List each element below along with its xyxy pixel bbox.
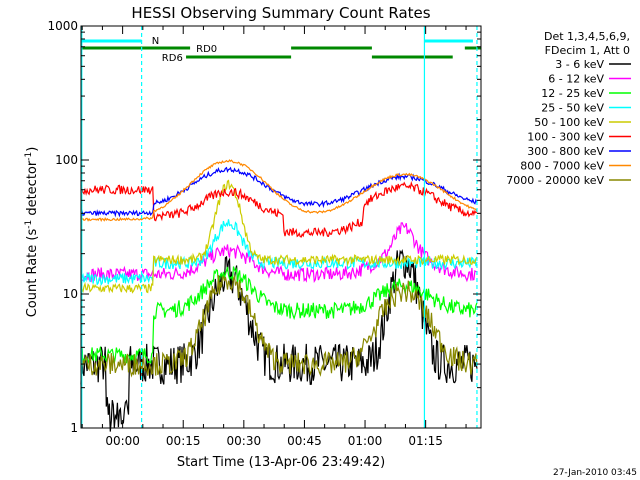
annotation-label-n: N bbox=[152, 36, 159, 47]
y-tick-label-4: 1000 bbox=[47, 19, 78, 33]
y-axis-label-sup1: -1 bbox=[24, 220, 34, 229]
x-tick-label-2: 00:15 bbox=[166, 434, 201, 448]
x-axis-label: Start Time (13-Apr-06 23:49:42) bbox=[177, 455, 385, 470]
y-axis-label-mid: detector bbox=[25, 160, 40, 220]
plot-frame bbox=[80, 25, 482, 429]
y-tick-label-1: 1 bbox=[70, 421, 78, 435]
legend-label-8: 800 - 7000 keV bbox=[520, 160, 604, 173]
series-line-8 bbox=[80, 159, 478, 222]
y-axis-label-main: Count Rate (s bbox=[25, 229, 40, 318]
legend: Det 1,3,4,5,6,9, FDecim 1, Att 0 3 - 6 k… bbox=[506, 30, 631, 187]
x-tick-label-1: 00:00 bbox=[105, 434, 140, 448]
legend-header-line-1: Det 1,3,4,5,6,9, bbox=[544, 30, 630, 43]
series-line-2 bbox=[80, 222, 478, 284]
series-line-3 bbox=[80, 266, 478, 365]
annotation-label-rd0: RD0 bbox=[196, 44, 217, 55]
x-tick-label-4: 00:45 bbox=[287, 434, 322, 448]
legend-label-6: 100 - 300 keV bbox=[527, 131, 604, 144]
legend-label-4: 25 - 50 keV bbox=[541, 102, 604, 115]
x-tick-label-5: 01:00 bbox=[348, 434, 383, 448]
y-axis-label: Count Rate (s-1 detector-1) bbox=[24, 147, 40, 318]
x-tick-label-6: 01:15 bbox=[408, 434, 443, 448]
series-line-6 bbox=[80, 180, 478, 238]
legend-label-1: 3 - 6 keV bbox=[555, 58, 604, 71]
footer-date: 27-Jan-2010 03:45 bbox=[553, 468, 637, 478]
series-line-5 bbox=[80, 179, 478, 294]
legend-label-5: 50 - 100 keV bbox=[534, 116, 604, 129]
y-tick-label-3: 100 bbox=[55, 153, 78, 167]
y-axis-label-sup2: -1 bbox=[24, 152, 34, 161]
series-line-7 bbox=[80, 166, 478, 218]
legend-label-7: 300 - 800 keV bbox=[527, 145, 604, 158]
series-line-9 bbox=[80, 274, 478, 378]
annotation-label-rd6: RD6 bbox=[162, 53, 183, 64]
chart-title: HESSI Observing Summary Count Rates bbox=[131, 4, 430, 22]
legend-label-9: 7000 - 20000 keV bbox=[506, 174, 604, 187]
series-line-4 bbox=[80, 219, 478, 286]
x-tick-label-3: 00:30 bbox=[227, 434, 262, 448]
legend-header-line-2: FDecim 1, Att 0 bbox=[545, 44, 630, 57]
y-tick-label-2: 10 bbox=[63, 287, 78, 301]
series-line-1 bbox=[80, 249, 478, 432]
legend-label-3: 12 - 25 keV bbox=[541, 87, 604, 100]
legend-label-2: 6 - 12 keV bbox=[548, 73, 604, 86]
y-axis-label-end: ) bbox=[25, 147, 40, 152]
